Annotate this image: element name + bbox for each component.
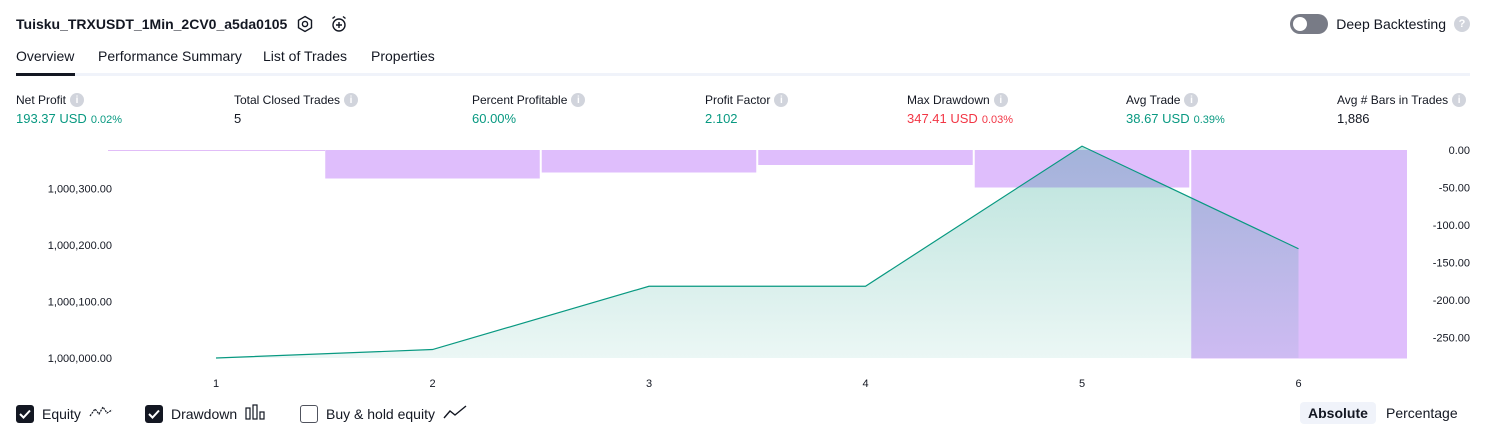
deep-backtesting-toggle[interactable] [1290, 14, 1329, 34]
stat-value-text: 38.67 USD [1126, 111, 1190, 126]
equity-line-icon [89, 404, 113, 423]
stat-percent-profitable: Percent Profitable i 60.00% [472, 93, 586, 126]
stat-pct: 0.39% [1193, 114, 1225, 126]
chart-legend: Equity Drawdown Buy & hold equity Absolu… [16, 402, 1470, 426]
info-icon[interactable]: i [1184, 93, 1199, 107]
stats-row: Net Profit i 193.37 USD 0.02% Total Closed… [0, 93, 1486, 133]
stat-value-text: 2.102 [705, 111, 738, 126]
right-axis-tick-label: 0.00 [1449, 145, 1470, 157]
right-axis-tick-label: -100.00 [1433, 220, 1470, 232]
info-icon[interactable]: i [344, 93, 359, 107]
equity-area [216, 146, 1299, 358]
alarm-add-icon[interactable] [328, 13, 350, 35]
help-icon[interactable]: ? [1454, 16, 1470, 32]
stat-avg-bars-in-trades: Avg # Bars in Trades i 1,886 [1337, 93, 1467, 126]
stat-label: Net Profit i [16, 93, 122, 107]
active-tab-indicator [16, 73, 75, 76]
deep-backtesting: Deep Backtesting ? [1290, 14, 1470, 34]
stat-label-text: Avg # Bars in Trades [1337, 93, 1449, 107]
stat-label-text: Avg Trade [1126, 93, 1181, 107]
stat-value: 193.37 USD 0.02% [16, 111, 122, 126]
stat-label: Avg # Bars in Trades i [1337, 93, 1467, 107]
info-icon[interactable]: i [774, 93, 789, 107]
equity-checkbox[interactable] [16, 404, 34, 423]
left-axis-tick-label: 1,000,100.00 [48, 297, 112, 309]
tab-bar: Overview Performance Summary List of Tra… [16, 42, 1470, 76]
x-axis-tick-label: 6 [1295, 378, 1301, 390]
stat-value-text: 5 [234, 111, 242, 126]
right-axis-tick-label: -200.00 [1433, 295, 1470, 307]
equity-drawdown-chart[interactable]: 1,000,300.00 1,000,200.00 1,000,100.00 1,00… [0, 140, 1486, 400]
drawdown-checkbox[interactable] [145, 404, 163, 423]
stat-net-profit: Net Profit i 193.37 USD 0.02% [16, 93, 122, 126]
stat-label-text: Profit Factor [705, 93, 771, 107]
info-icon[interactable]: i [993, 93, 1008, 107]
buy-hold-label: Buy & hold equity [326, 405, 435, 422]
tab-performance-summary[interactable]: Performance Summary [98, 48, 242, 64]
strategy-title: Tuisku_TRXUSDT_1Min_2CV0_a5da0105 [16, 16, 288, 32]
percentage-button[interactable]: Percentage [1386, 405, 1458, 421]
stat-total-closed-trades: Total Closed Trades i 5 [234, 93, 359, 126]
stat-label: Total Closed Trades i [234, 93, 359, 107]
stat-value-text: 1,886 [1337, 111, 1370, 126]
stat-profit-factor: Profit Factor i 2.102 [705, 93, 789, 126]
stat-label: Max Drawdown i [907, 93, 1013, 107]
stat-value: 60.00% [472, 111, 585, 126]
stat-value: 347.41 USD 0.03% [907, 111, 1013, 126]
left-axis-tick-label: 1,000,300.00 [48, 184, 112, 196]
stat-label-text: Net Profit [16, 93, 67, 107]
drawdown-bar [758, 150, 973, 165]
equity-line [215, 145, 1299, 359]
stat-value-text: 193.37 USD [16, 111, 87, 126]
settings-icon[interactable] [294, 13, 316, 35]
drawdown-bar [325, 150, 540, 179]
stat-max-drawdown: Max Drawdown i 347.41 USD 0.03% [907, 93, 1013, 126]
tab-overview[interactable]: Overview [16, 48, 75, 64]
buy-hold-checkbox[interactable] [300, 404, 318, 423]
x-axis-tick-label: 1 [213, 378, 219, 390]
stat-value-text: 60.00% [472, 111, 517, 126]
right-axis-tick-label: -50.00 [1439, 183, 1470, 195]
stat-value-text: 347.41 USD [907, 111, 978, 126]
absolute-button[interactable]: Absolute [1300, 402, 1376, 424]
stat-value: 5 [234, 111, 358, 126]
tab-list-of-trades[interactable]: List of Trades [263, 48, 348, 64]
drawdown-bar [541, 150, 757, 173]
x-axis-tick-label: 2 [429, 378, 435, 390]
bar-chart-icon [245, 404, 267, 423]
stat-label: Profit Factor i [705, 93, 789, 107]
drawdown-label: Drawdown [171, 405, 238, 422]
stat-avg-trade: Avg Trade i 38.67 USD 0.39% [1126, 93, 1225, 126]
buy-hold-toggle[interactable]: Buy & hold equity [300, 404, 467, 423]
right-axis-tick-label: -150.00 [1433, 258, 1470, 270]
stat-label-text: Percent Profitable [472, 93, 568, 107]
trend-line-icon [443, 404, 467, 423]
left-axis-tick-label: 1,000,200.00 [48, 240, 112, 252]
stat-pct: 0.02% [90, 114, 123, 126]
drawdown-toggle[interactable]: Drawdown [145, 404, 267, 423]
tab-properties[interactable]: Properties [371, 48, 435, 64]
stat-label-text: Total Closed Trades [234, 93, 341, 107]
stat-value: 2.102 [705, 111, 788, 126]
info-icon[interactable]: i [1452, 93, 1467, 107]
header: Tuisku_TRXUSDT_1Min_2CV0_a5da0105 Deep B… [16, 12, 1470, 38]
info-icon[interactable]: i [571, 93, 586, 107]
x-axis-tick-label: 3 [646, 378, 652, 390]
toggle-knob [1293, 17, 1308, 31]
deep-backtesting-label: Deep Backtesting [1336, 16, 1446, 32]
stat-label: Percent Profitable i [472, 93, 586, 107]
x-axis-tick-label: 5 [1079, 378, 1085, 390]
stat-pct: 0.03% [981, 114, 1014, 126]
stat-label: Avg Trade i [1126, 93, 1225, 107]
stat-label-text: Max Drawdown [907, 93, 990, 107]
stat-value: 1,886 [1337, 111, 1466, 126]
left-axis-tick-label: 1,000,000.00 [48, 353, 112, 365]
info-icon[interactable]: i [70, 93, 85, 107]
x-axis-tick-label: 4 [862, 378, 868, 390]
equity-toggle[interactable]: Equity [16, 404, 113, 423]
stat-value: 38.67 USD 0.39% [1126, 111, 1225, 126]
right-axis-tick-label: -250.00 [1433, 333, 1470, 345]
equity-label: Equity [42, 405, 81, 422]
